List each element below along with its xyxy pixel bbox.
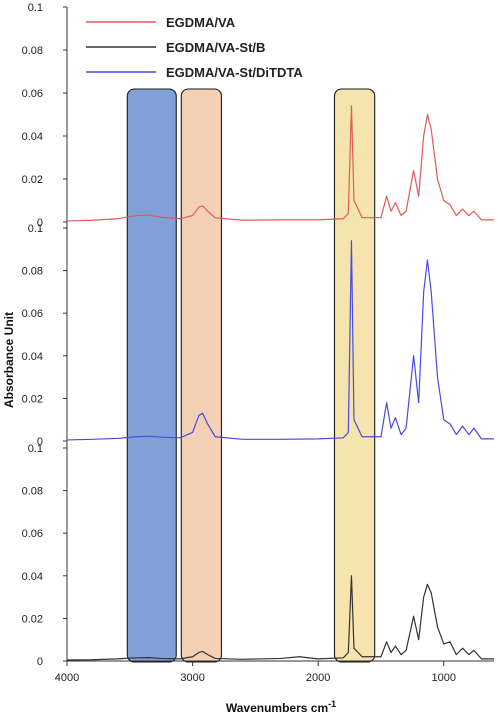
y-tick-label: 0.1 bbox=[28, 2, 43, 14]
series-line-1 bbox=[66, 105, 494, 222]
x-axis-label-text: Wavenumbers cm bbox=[226, 701, 328, 715]
x-tick-label: 4000 bbox=[55, 672, 79, 684]
y-tick-label: 0 bbox=[37, 436, 43, 448]
legend-label-1: EGDMA/VA bbox=[166, 15, 236, 30]
y-tick-label: 0.02 bbox=[22, 393, 43, 405]
y-tick-label: 0.08 bbox=[22, 486, 43, 498]
series-line-2 bbox=[66, 240, 494, 441]
y-tick-label: 0.02 bbox=[22, 613, 43, 625]
axes: 00.020.040.060.080.100.020.040.060.080.1… bbox=[22, 2, 494, 684]
legend: EGDMA/VA EGDMA/VA-St/B EGDMA/VA-St/DiTDTA bbox=[86, 15, 303, 80]
highlight-band-3 bbox=[333, 88, 376, 663]
x-axis-label-superscript: -1 bbox=[328, 699, 336, 709]
y-tick-label: 0.04 bbox=[22, 131, 43, 143]
x-axis-label: Wavenumbers cm-1 bbox=[226, 699, 336, 715]
highlight-bands bbox=[126, 88, 376, 663]
y-tick-label: 0.06 bbox=[22, 528, 43, 540]
y-tick-label: 0 bbox=[37, 656, 43, 668]
x-tick-label: 2000 bbox=[306, 672, 330, 684]
legend-label-3: EGDMA/VA-St/DiTDTA bbox=[166, 65, 303, 80]
y-tick-label: 0.1 bbox=[28, 223, 43, 235]
series-line-3 bbox=[66, 575, 494, 661]
y-tick-label: 0 bbox=[37, 217, 43, 229]
y-tick-label: 0.06 bbox=[22, 88, 43, 100]
x-tick-label: 3000 bbox=[180, 672, 204, 684]
highlight-band-1 bbox=[126, 88, 177, 663]
x-tick-label: 1000 bbox=[432, 672, 456, 684]
highlight-band-2 bbox=[180, 88, 223, 663]
y-tick-label: 0.02 bbox=[22, 174, 43, 186]
y-tick-label: 0.04 bbox=[22, 571, 43, 583]
y-tick-label: 0.1 bbox=[28, 443, 43, 455]
spectra bbox=[66, 105, 494, 661]
y-tick-label: 0.08 bbox=[22, 45, 43, 57]
y-axis-label: Absorbance Unit bbox=[2, 312, 16, 408]
y-tick-label: 0.04 bbox=[22, 351, 43, 363]
legend-label-2: EGDMA/VA-St/B bbox=[166, 40, 265, 55]
y-tick-label: 0.06 bbox=[22, 308, 43, 320]
y-tick-label: 0.08 bbox=[22, 266, 43, 278]
